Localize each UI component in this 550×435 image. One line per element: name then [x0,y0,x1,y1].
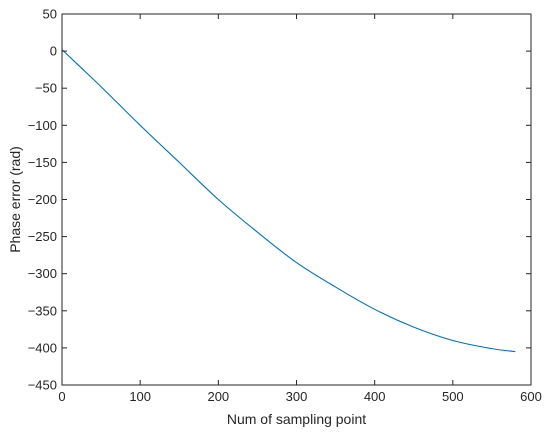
y-tick-label: −400 [28,340,57,355]
plot-frame [61,13,532,386]
plot-content [61,49,516,353]
y-tick-label: −50 [35,81,57,96]
ticks: 0 100 200 300 400 500 600500−50−100−150−200−25… [28,7,542,405]
y-tick-label: −250 [28,229,57,244]
y-tick-label: −200 [28,192,57,207]
x-tick-label: 100 [129,389,151,404]
y-tick-label: −450 [28,378,57,393]
y-tick-label: 0 [50,44,57,59]
y-tick-label: −350 [28,303,57,318]
y-tick-label: −100 [28,118,57,133]
y-axis-label: Phase error (rad) [7,146,23,253]
y-tick-label: 50 [43,7,57,22]
x-tick-label: 400 [364,389,386,404]
x-tick-label: 500 [442,389,464,404]
y-tick-label: −150 [28,155,57,170]
x-tick-label: 0 [58,389,65,404]
x-tick-label: 200 [207,389,229,404]
series-line-0 [61,49,516,353]
x-tick-label: 300 [286,389,308,404]
x-tick-label: 600 [520,389,542,404]
plot-area [62,14,531,385]
y-tick-label: −300 [28,266,57,281]
x-axis-label: Num of sampling point [227,411,366,427]
